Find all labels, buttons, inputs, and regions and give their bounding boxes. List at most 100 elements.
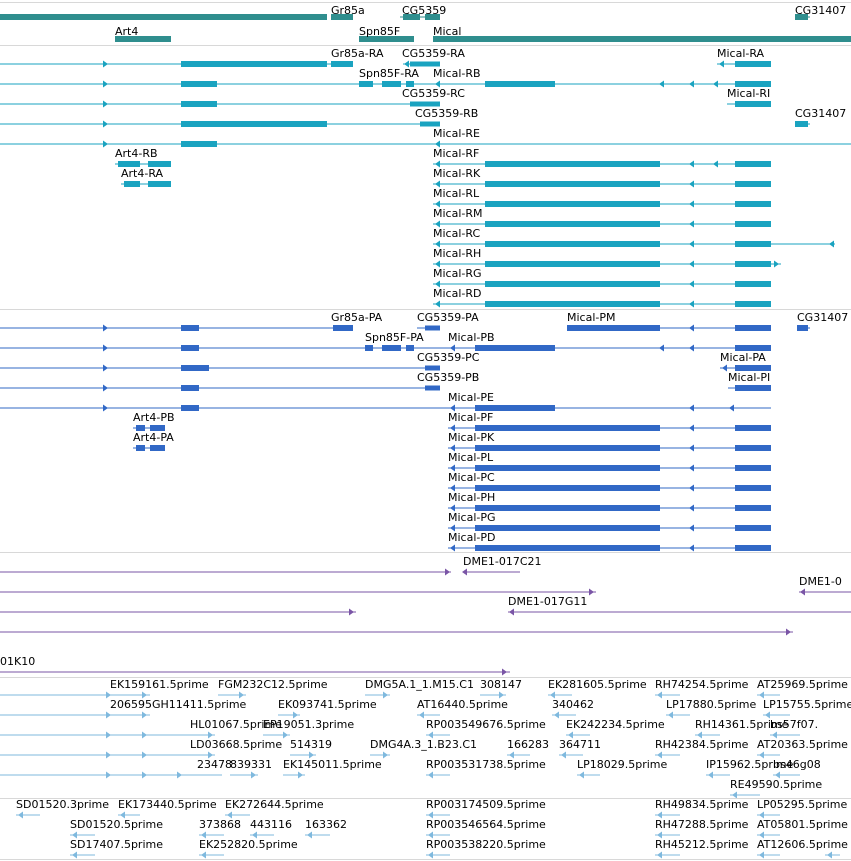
est-feature[interactable]: 443116 bbox=[250, 818, 292, 839]
est-feature[interactable]: 206595GH11411.5prime bbox=[0, 698, 247, 719]
est-feature[interactable]: SD17407.5prime bbox=[70, 838, 163, 859]
transcript-feature[interactable]: Mical-RD bbox=[433, 287, 771, 308]
est-feature[interactable]: LP15755.5prime bbox=[763, 698, 851, 719]
clone-feature[interactable]: DME1-0 bbox=[799, 575, 851, 596]
est-feature[interactable]: 373868 bbox=[199, 818, 241, 839]
clone-feature[interactable]: DME1-017C21 bbox=[462, 555, 542, 576]
est-feature[interactable]: 166283 bbox=[507, 738, 549, 759]
est-feature[interactable]: bs46g08 bbox=[773, 758, 821, 779]
protein-feature[interactable]: CG5359-PB bbox=[0, 371, 479, 392]
est-feature[interactable]: AT12606.5prime bbox=[757, 838, 848, 859]
est-feature[interactable]: 163362 bbox=[305, 818, 347, 839]
protein-feature[interactable]: Mical-PM bbox=[567, 311, 771, 332]
gene-feature[interactable]: Gr85a bbox=[0, 4, 365, 20]
protein-feature[interactable]: Art4-PA bbox=[133, 431, 174, 451]
protein-feature[interactable]: Mical-PD bbox=[448, 531, 771, 552]
transcript-feature[interactable]: CG5359-RA bbox=[402, 47, 465, 68]
clone-feature[interactable] bbox=[0, 568, 451, 576]
est-feature[interactable]: IP15962.5prime bbox=[706, 758, 794, 779]
est-feature[interactable]: SD01520.3prime bbox=[16, 798, 109, 819]
est-feature[interactable]: LP17880.5prime bbox=[666, 698, 757, 719]
est-feature[interactable]: DMG5A.1_1.M15.C1 bbox=[365, 678, 474, 699]
protein-feature[interactable]: CG5359-PA bbox=[417, 311, 479, 331]
est-feature[interactable]: DMG4A.3_1.B23.C1 bbox=[370, 738, 477, 759]
est-feature[interactable]: EK281605.5prime bbox=[548, 678, 647, 699]
clone-feature[interactable] bbox=[0, 628, 793, 636]
transcript-feature[interactable]: Mical-RH bbox=[433, 247, 781, 268]
transcript-feature[interactable]: Mical-RM bbox=[433, 207, 771, 228]
protein-feature[interactable]: Mical-PG bbox=[448, 511, 771, 532]
protein-feature[interactable]: CG31407 bbox=[797, 311, 848, 331]
transcript-feature[interactable]: Mical-RB bbox=[0, 67, 771, 88]
transcript-feature[interactable]: Mical-RI bbox=[727, 87, 771, 107]
clone-feature[interactable] bbox=[0, 608, 356, 616]
est-feature[interactable]: bs57f07. bbox=[770, 718, 818, 739]
est-feature[interactable]: LD03668.5prime bbox=[0, 738, 282, 759]
transcript-feature[interactable]: Mical-RA bbox=[717, 47, 771, 68]
protein-feature[interactable]: Mical-PA bbox=[720, 351, 771, 372]
gene-feature[interactable]: Mical bbox=[433, 25, 851, 42]
transcript-feature[interactable]: Mical-RC bbox=[433, 227, 835, 248]
protein-feature[interactable]: Gr85a-PA bbox=[0, 311, 383, 332]
est-feature[interactable]: 308147 bbox=[480, 678, 522, 699]
gene-feature[interactable]: Art4 bbox=[115, 25, 171, 42]
transcript-feature[interactable]: Mical-RK bbox=[433, 167, 771, 188]
protein-feature[interactable]: Mical-PL bbox=[448, 451, 771, 472]
est-feature[interactable]: RP003174509.5prime bbox=[426, 798, 546, 819]
est-feature[interactable]: HL01067.5prime bbox=[0, 718, 282, 739]
est-feature[interactable]: RH45212.5prime bbox=[655, 838, 749, 859]
protein-feature[interactable]: Mical-PI bbox=[728, 371, 771, 391]
clone-feature[interactable] bbox=[0, 588, 596, 596]
transcript-feature[interactable]: Mical-RE bbox=[0, 127, 851, 148]
protein-feature[interactable]: Mical-PE bbox=[0, 391, 771, 412]
protein-feature[interactable]: Mical-PH bbox=[448, 491, 771, 512]
est-feature[interactable]: RP003538220.5prime bbox=[426, 838, 546, 859]
protein-feature[interactable]: Mical-PK bbox=[448, 431, 771, 452]
protein-feature[interactable]: Mical-PB bbox=[0, 331, 771, 352]
protein-feature[interactable]: Mical-PF bbox=[448, 411, 771, 432]
est-feature[interactable]: EK093741.5prime bbox=[278, 698, 377, 719]
clone-feature[interactable]: 01K10 bbox=[0, 655, 510, 676]
protein-feature[interactable]: CG5359-PC bbox=[0, 351, 480, 372]
est-feature[interactable]: AT20363.5prime bbox=[757, 738, 848, 759]
est-feature[interactable]: LP18029.5prime bbox=[577, 758, 668, 779]
est-feature[interactable]: EK242234.5prime bbox=[566, 718, 665, 739]
transcript-feature[interactable]: Art4-RA bbox=[121, 167, 171, 187]
est-feature[interactable]: 340462 bbox=[552, 698, 594, 719]
transcript-feature[interactable]: Mical-RL bbox=[433, 187, 771, 208]
protein-feature[interactable]: Mical-PC bbox=[448, 471, 771, 492]
est-feature[interactable]: EK252820.5prime bbox=[199, 838, 298, 859]
est-feature[interactable]: RP003546564.5prime bbox=[426, 818, 546, 839]
transcript-feature[interactable]: Mical-RF bbox=[433, 147, 771, 168]
gene-feature[interactable]: Spn85F bbox=[359, 25, 414, 42]
est-feature[interactable]: RH14361.5prime bbox=[695, 718, 789, 739]
est-feature[interactable]: RH47288.5prime bbox=[655, 818, 749, 839]
est-feature[interactable]: EK173440.5prime bbox=[118, 798, 217, 819]
gene-feature[interactable]: CG31407 bbox=[795, 4, 846, 20]
est-feature[interactable]: EK272644.5prime bbox=[225, 798, 324, 819]
est-feature[interactable]: AT25969.5prime bbox=[757, 678, 848, 699]
clone-feature[interactable]: DME1-017G11 bbox=[508, 595, 851, 616]
transcript-feature[interactable]: CG31407 bbox=[795, 107, 846, 127]
est-feature[interactable]: RP003531738.5prime bbox=[426, 758, 546, 779]
est-feature[interactable]: EP19051.3prime bbox=[263, 718, 354, 739]
transcript-feature[interactable]: Gr85a-RA bbox=[0, 47, 384, 68]
est-feature[interactable]: AT16440.5prime bbox=[417, 698, 508, 719]
est-feature[interactable]: LP05295.5prime bbox=[757, 798, 848, 819]
est-feature[interactable]: 514319 bbox=[290, 738, 332, 759]
est-feature[interactable]: 364711 bbox=[559, 738, 601, 759]
transcript-feature[interactable]: Mical-RG bbox=[433, 267, 771, 288]
est-feature[interactable]: 23478 bbox=[0, 758, 232, 779]
est-feature[interactable]: RH42384.5prime bbox=[655, 738, 749, 759]
est-feature[interactable]: RP003549676.5prime bbox=[426, 718, 546, 739]
gene-feature[interactable]: CG5359 bbox=[400, 4, 446, 20]
est-feature[interactable]: RE49590.5prime bbox=[730, 778, 822, 799]
est-feature[interactable]: SD01520.5prime bbox=[70, 818, 163, 839]
est-feature[interactable]: RH74254.5prime bbox=[655, 678, 749, 699]
est-feature[interactable]: EK159161.5prime bbox=[0, 678, 209, 699]
est-feature[interactable] bbox=[825, 851, 840, 859]
est-feature[interactable]: 839331 bbox=[230, 758, 272, 779]
transcript-feature[interactable]: Art4-RB bbox=[115, 147, 171, 167]
transcript-feature[interactable]: CG5359-RC bbox=[0, 87, 465, 108]
est-feature[interactable]: EK145011.5prime bbox=[283, 758, 382, 779]
